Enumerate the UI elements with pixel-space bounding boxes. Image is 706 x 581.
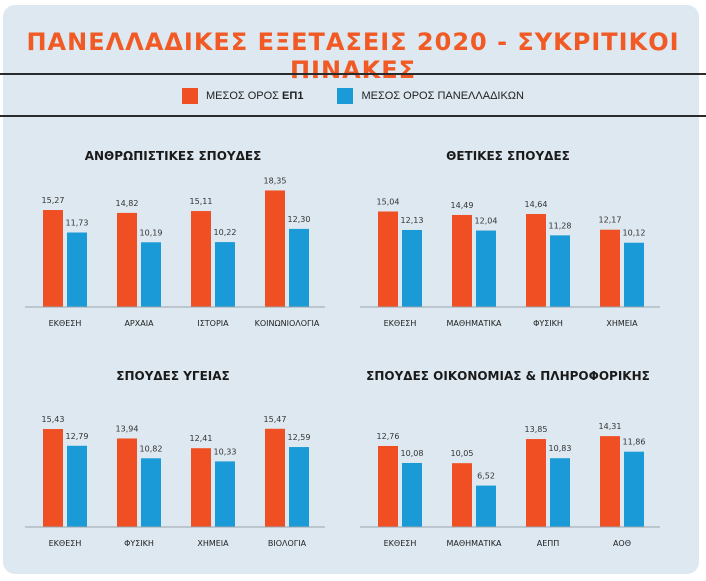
bar-ep1-3 — [265, 190, 285, 307]
data-label: 12,41 — [190, 434, 213, 443]
bar-panhellenic-0 — [402, 229, 422, 307]
category-label: ΑΕΠΠ — [537, 539, 560, 548]
legend: ΜΕΣΟΣ ΟΡΟΣ ΕΠ1 ΜΕΣΟΣ ΟΡΟΣ ΠΑΝΕΛΛΑΔΙΚΩΝ — [0, 86, 706, 106]
category-label: ΒΙΟΛΟΓΙΑ — [268, 539, 307, 548]
data-label: 10,83 — [549, 444, 572, 453]
bar-ep1-2 — [191, 448, 211, 527]
bar-panhellenic-3 — [289, 447, 309, 527]
legend-swatch-panhellenic — [337, 88, 354, 104]
bar-panhellenic-0 — [402, 462, 422, 527]
bar-panhellenic-1 — [476, 485, 496, 527]
data-label: 10,22 — [214, 228, 237, 237]
data-label: 18,35 — [264, 176, 287, 185]
bar-ep1-0 — [378, 211, 398, 307]
bar-panhellenic-2 — [550, 235, 570, 307]
data-label: 15,47 — [264, 415, 287, 424]
bar-ep1-0 — [43, 210, 63, 307]
data-label: 12,30 — [288, 215, 311, 224]
data-label: 14,31 — [599, 422, 622, 431]
legend-label-ep1: ΜΕΣΟΣ ΟΡΟΣ ΕΠ1 — [206, 90, 304, 102]
category-label: ΦΥΣΙΚΗ — [124, 539, 154, 548]
data-label: 15,43 — [42, 415, 65, 424]
category-label: ΑΡΧΑΙΑ — [124, 319, 154, 328]
data-label: 6,52 — [477, 472, 495, 481]
category-label: ΕΚΘΕΣΗ — [384, 319, 417, 328]
data-label: 15,04 — [377, 197, 400, 206]
category-label: ΕΚΘΕΣΗ — [49, 539, 82, 548]
bar-ep1-3 — [600, 229, 620, 307]
data-label: 13,94 — [116, 424, 139, 433]
category-label: ΧΗΜΕΙΑ — [197, 539, 229, 548]
bar-panhellenic-3 — [624, 451, 644, 527]
data-label: 14,64 — [525, 200, 548, 209]
category-label: ΚΟΙΝΩΝΙΟΛΟΓΙΑ — [255, 319, 320, 328]
bar-ep1-1 — [452, 463, 472, 527]
category-label: ΕΚΘΕΣΗ — [384, 539, 417, 548]
data-label: 10,12 — [623, 229, 646, 238]
bar-panhellenic-3 — [624, 242, 644, 307]
legend-item-panhellenic: ΜΕΣΟΣ ΟΡΟΣ ΠΑΝΕΛΛΑΔΙΚΩΝ — [337, 88, 524, 104]
data-label: 12,13 — [401, 216, 424, 225]
legend-label-panhellenic: ΜΕΣΟΣ ΟΡΟΣ ΠΑΝΕΛΛΑΔΙΚΩΝ — [361, 90, 524, 102]
data-label: 14,82 — [116, 199, 139, 208]
bar-panhellenic-1 — [141, 458, 161, 527]
data-label: 15,27 — [42, 196, 65, 205]
bar-panhellenic-0 — [67, 445, 87, 527]
category-label: ΜΑΘΗΜΑΤΙΚΑ — [446, 319, 502, 328]
data-label: 12,59 — [288, 433, 311, 442]
bar-ep1-3 — [265, 428, 285, 527]
data-label: 11,73 — [66, 219, 89, 228]
top-divider — [0, 73, 706, 75]
bar-panhellenic-0 — [67, 232, 87, 307]
data-label: 12,17 — [599, 216, 622, 225]
data-label: 15,11 — [190, 197, 213, 206]
chart-title: ΑΝΘΡΩΠΙΣΤΙΚΕΣ ΣΠΟΥΔΕΣ — [85, 149, 262, 163]
legend-item-ep1: ΜΕΣΟΣ ΟΡΟΣ ΕΠ1 — [182, 88, 303, 104]
data-label: 14,49 — [451, 201, 474, 210]
data-label: 10,33 — [214, 447, 237, 456]
chart-sciences: ΘΕΤΙΚΕΣ ΣΠΟΥΔΕΣ 15,04 12,13 ΕΚΘΕΣΗ 14,4912,0… — [360, 149, 660, 328]
category-label: ΧΗΜΕΙΑ — [606, 319, 638, 328]
chart-economics: ΣΠΟΥΔΕΣ ΟΙΚΟΝΟΜΙΑΣ & ΠΛΗΡΟΦΟΡΙΚΗΣ12,7610… — [360, 369, 660, 548]
bar-panhellenic-3 — [289, 228, 309, 307]
data-label: 12,76 — [377, 432, 400, 441]
category-label: ΑΟΘ — [613, 539, 631, 548]
bar-ep1-0 — [43, 429, 63, 527]
category-label: ΜΑΘΗΜΑΤΙΚΑ — [446, 539, 502, 548]
bar-ep1-2 — [526, 439, 546, 527]
bar-ep1-1 — [452, 214, 472, 307]
bar-panhellenic-2 — [215, 242, 235, 307]
data-label: 10,05 — [451, 449, 474, 458]
chart-humanities: ΑΝΘΡΩΠΙΣΤΙΚΕΣ ΣΠΟΥΔΕΣ 15,27 11,73 ΕΚΘΕΣΗ 14,… — [25, 149, 325, 328]
data-label: 11,28 — [549, 221, 572, 230]
category-label: ΦΥΣΙΚΗ — [533, 319, 563, 328]
bar-panhellenic-1 — [141, 242, 161, 307]
data-label: 11,86 — [623, 438, 646, 447]
bar-ep1-2 — [526, 214, 546, 307]
category-label: ΙΣΤΟΡΙΑ — [197, 319, 229, 328]
data-label: 12,79 — [66, 432, 89, 441]
chart-title: ΣΠΟΥΔΕΣ ΟΙΚΟΝΟΜΙΑΣ & ΠΛΗΡΟΦΟΡΙΚΗΣ — [366, 369, 650, 383]
data-label: 10,08 — [401, 449, 424, 458]
bar-ep1-0 — [378, 445, 398, 527]
legend-swatch-ep1 — [182, 88, 199, 104]
data-label: 10,19 — [140, 228, 163, 237]
bar-ep1-1 — [117, 438, 137, 527]
data-label: 10,82 — [140, 444, 163, 453]
bar-panhellenic-1 — [476, 230, 496, 307]
bar-panhellenic-2 — [550, 458, 570, 527]
chart-title: ΣΠΟΥΔΕΣ ΥΓΕΙΑΣ — [116, 369, 229, 383]
page-title: ΠΑΝΕΛΛΑΔΙΚΕΣ ΕΞΕΤΑΣΕΙΣ 2020 - ΣΥΚΡΙΤΙΚΟΙ… — [26, 28, 680, 84]
data-label: 12,04 — [475, 217, 498, 226]
category-label: ΕΚΘΕΣΗ — [49, 319, 82, 328]
legend-divider — [0, 115, 706, 117]
bar-ep1-1 — [117, 212, 137, 307]
data-label: 13,85 — [525, 425, 548, 434]
bar-ep1-2 — [191, 211, 211, 307]
chart-title: ΘΕΤΙΚΕΣ ΣΠΟΥΔΕΣ — [446, 149, 570, 163]
bar-ep1-3 — [600, 436, 620, 527]
bar-panhellenic-2 — [215, 461, 235, 527]
